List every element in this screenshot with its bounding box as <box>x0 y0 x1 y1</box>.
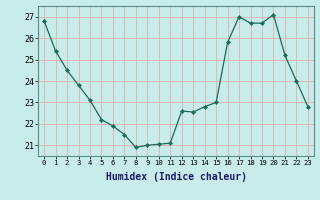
X-axis label: Humidex (Indice chaleur): Humidex (Indice chaleur) <box>106 172 246 182</box>
